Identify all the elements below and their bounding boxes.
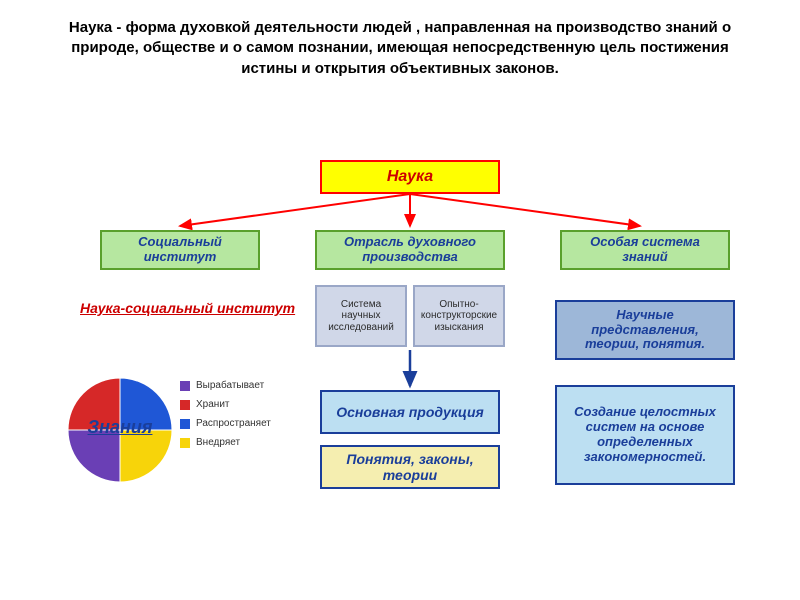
legend-item: Распространяет — [180, 418, 271, 429]
legend-label: Внедряет — [196, 437, 240, 448]
mid-chain-0: Основная продукция — [320, 390, 500, 434]
legend-label: Вырабатывает — [196, 380, 264, 391]
legend-swatch — [180, 400, 190, 410]
legend-swatch — [180, 438, 190, 448]
mid-pair-1: Опытно-конструкторские изыскания — [413, 285, 505, 347]
legend-swatch — [180, 419, 190, 429]
pie-legend: Вырабатывает Хранит Распространяет Внедряет — [180, 380, 271, 456]
legend-item: Внедряет — [180, 437, 271, 448]
subheading: Наука-социальный институт — [80, 300, 295, 316]
legend-swatch — [180, 381, 190, 391]
right-col-1: Создание целостных систем на основе опре… — [555, 385, 735, 485]
mid-chain-1: Понятия, законы, теории — [320, 445, 500, 489]
branch-node-0: Социальный институт — [100, 230, 260, 270]
legend-item: Вырабатывает — [180, 380, 271, 391]
branch-node-2: Особая система знаний — [560, 230, 730, 270]
legend-item: Хранит — [180, 399, 271, 410]
pie-center-label: Знания — [82, 418, 158, 436]
right-col-0: Научные представления, теории, понятия. — [555, 300, 735, 360]
branch-node-1: Отрасль духовного производства — [315, 230, 505, 270]
legend-label: Распространяет — [196, 418, 271, 429]
legend-label: Хранит — [196, 399, 229, 410]
mid-pair-0: Система научных исследований — [315, 285, 407, 347]
root-node: Наука — [320, 160, 500, 194]
page-title: Наука - форма духовкой деятельности люде… — [60, 18, 740, 79]
